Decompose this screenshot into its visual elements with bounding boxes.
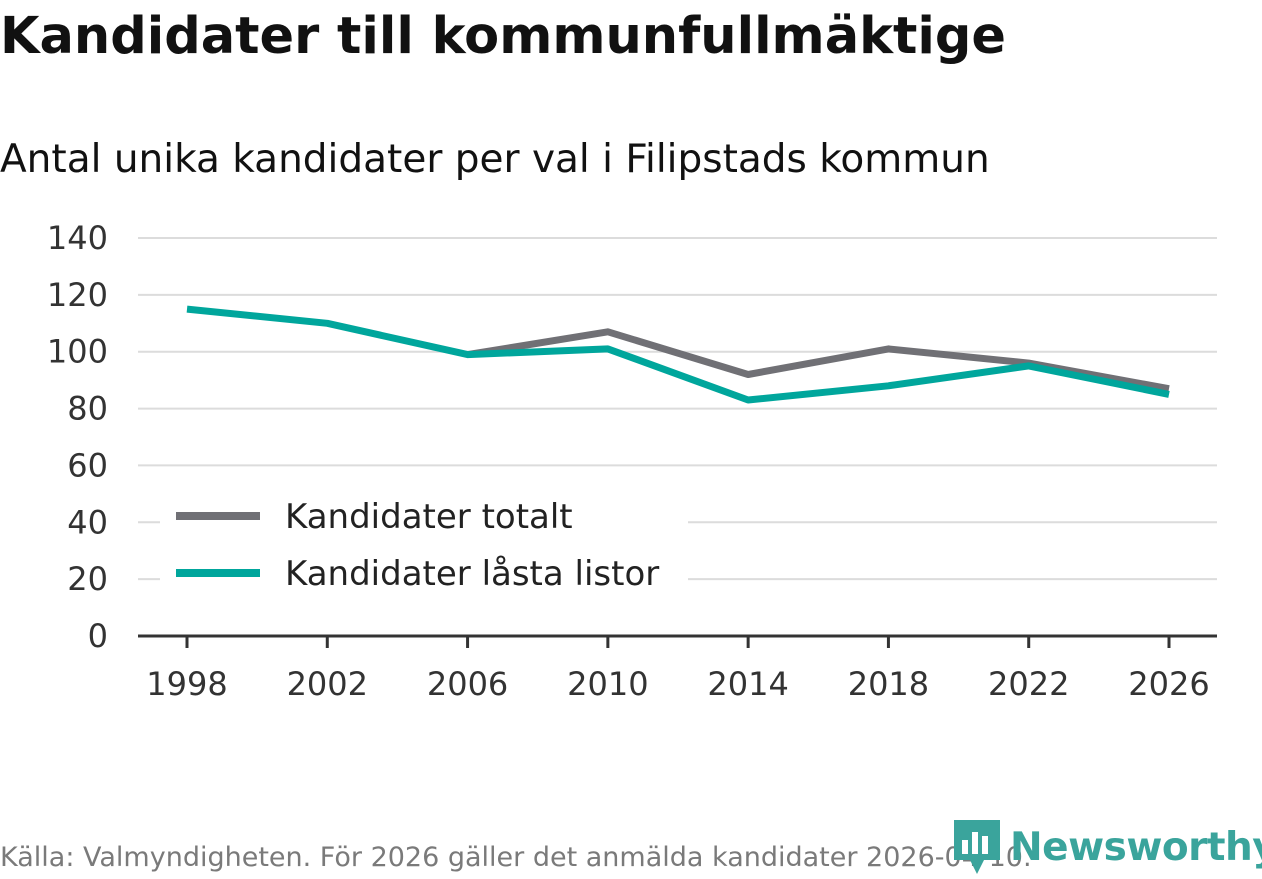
x-tick-label: 2010: [567, 665, 648, 703]
y-tick-label: 120: [47, 276, 108, 314]
x-tick-label: 1998: [146, 665, 227, 703]
y-tick-label: 0: [88, 617, 108, 655]
x-tick-label: 2006: [427, 665, 508, 703]
brand-name: Newsworthy: [1010, 824, 1262, 870]
x-tick-label: 2014: [707, 665, 788, 703]
series-line-0: [467, 328, 1170, 393]
y-tick-label: 40: [67, 503, 108, 541]
x-tick-label: 2022: [988, 665, 1069, 703]
x-tick-label: 2026: [1128, 665, 1209, 703]
x-tick-label: 2002: [287, 665, 368, 703]
series-line-1: [186, 305, 1170, 404]
legend-label: Kandidater låsta listor: [285, 554, 659, 594]
brand: Newsworthy: [952, 818, 1262, 876]
y-tick-label: 140: [47, 219, 108, 257]
chart-subtitle: Antal unika kandidater per val i Filipst…: [0, 137, 990, 182]
y-tick-label: 20: [67, 560, 108, 598]
y-tick-label: 80: [67, 390, 108, 428]
y-tick-label: 100: [47, 333, 108, 371]
y-tick-label: 60: [67, 446, 108, 484]
legend-box: [160, 492, 688, 604]
chart-title: Kandidater till kommunfullmäktige: [0, 7, 1006, 66]
source-note: Källa: Valmyndigheten. För 2026 gäller d…: [0, 842, 1032, 873]
newsworthy-logo-icon: [954, 820, 1000, 874]
legend-label: Kandidater totalt: [285, 497, 573, 537]
x-tick-label: 2018: [848, 665, 929, 703]
